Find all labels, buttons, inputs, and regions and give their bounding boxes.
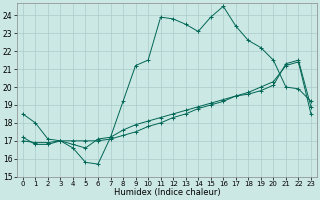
X-axis label: Humidex (Indice chaleur): Humidex (Indice chaleur) xyxy=(114,188,220,197)
